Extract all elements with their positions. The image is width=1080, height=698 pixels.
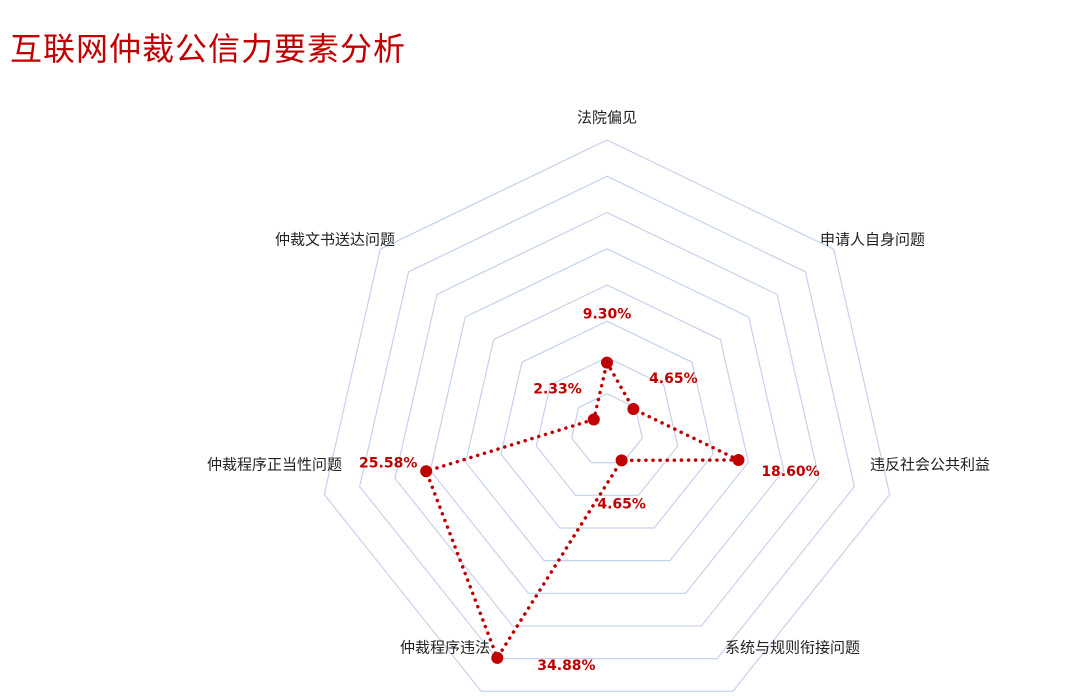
data-point [601, 356, 613, 369]
data-label: 34.88% [537, 658, 595, 674]
data-series [420, 356, 745, 664]
data-label: 9.30% [583, 307, 632, 323]
data-label: 4.65% [649, 371, 698, 387]
axis-label: 仲裁程序正当性问题 [207, 456, 342, 474]
data-label: 18.60% [761, 464, 819, 480]
axis-label: 仲裁文书送达问题 [275, 231, 395, 249]
data-point [732, 454, 745, 467]
grid-ring-6 [394, 211, 820, 627]
data-point [615, 454, 628, 467]
grid-ring-8 [323, 139, 891, 692]
series-line [423, 357, 740, 662]
data-point [627, 402, 640, 415]
axis-label: 法院偏见 [577, 109, 637, 127]
page-title: 互联网仲裁公信力要素分析 [10, 30, 407, 68]
axis-label: 系统与规则衔接问题 [725, 639, 860, 657]
data-label: 25.58% [359, 455, 417, 471]
grid-ring-3 [500, 320, 714, 529]
data-point [491, 651, 504, 664]
data-point [587, 413, 600, 426]
radar-grid [323, 139, 891, 692]
data-labels: 9.30% 4.65% 18.60% 4.65% 34.88% 25.58% 2.33% [359, 307, 820, 674]
axis-label: 违反社会公共利益 [870, 456, 990, 474]
grid-ring-2 [535, 356, 679, 496]
axis-label: 申请人自身问题 [820, 231, 925, 249]
grid-ring-5 [429, 248, 785, 594]
axis-label: 仲裁程序违法 [400, 639, 490, 657]
data-label: 2.33% [533, 381, 582, 397]
data-point [420, 465, 433, 478]
grid-ring-7 [358, 175, 856, 660]
grid-ring-4 [464, 284, 750, 562]
data-label: 4.65% [597, 496, 646, 512]
